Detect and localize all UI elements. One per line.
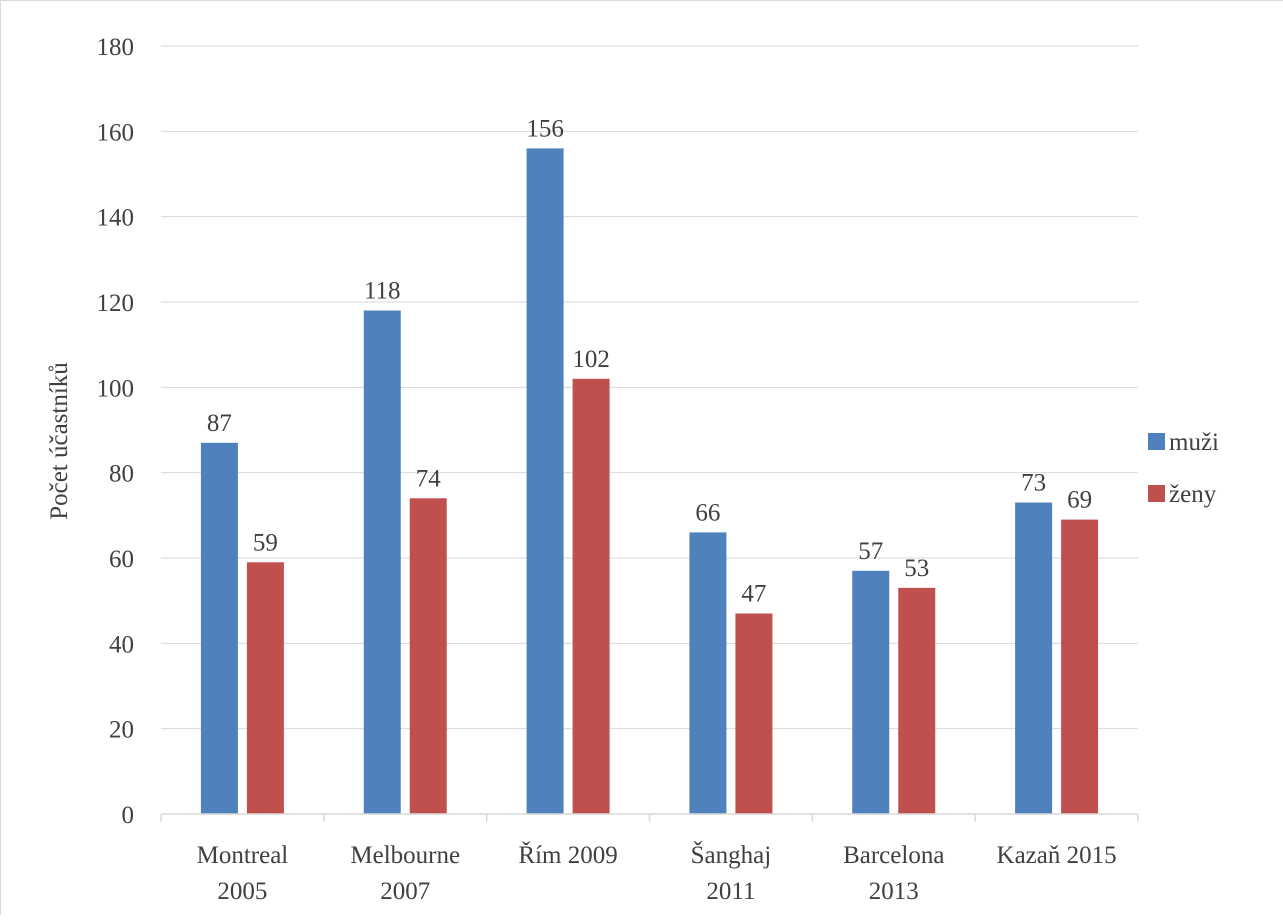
data-label: 47 <box>741 580 766 607</box>
data-label: 74 <box>416 465 442 492</box>
data-label: 66 <box>695 499 720 526</box>
bar-muzi <box>526 148 564 814</box>
y-tick-label: 40 <box>109 631 134 658</box>
x-tick-label: Kazaň 2015 <box>997 842 1117 869</box>
data-label: 69 <box>1067 487 1092 514</box>
bar-zeny <box>572 378 610 814</box>
y-tick-label: 0 <box>122 802 135 829</box>
y-tick-label: 80 <box>109 461 134 488</box>
bar-muzi <box>689 532 727 814</box>
x-tick-label: Barcelona <box>843 842 944 869</box>
data-label: 87 <box>207 410 232 437</box>
data-label: 73 <box>1021 470 1046 497</box>
x-tick-label: 2011 <box>706 878 755 905</box>
y-tick-label: 180 <box>97 34 135 61</box>
x-tick-label: 2005 <box>217 878 267 905</box>
bar-zeny <box>1061 519 1099 814</box>
x-axis: Montreal 2005 Melbourne 2007 Řím 2009 Šanghaj… <box>160 813 1139 905</box>
legend: muži ženy <box>1148 429 1219 508</box>
legend-swatch <box>1148 485 1165 502</box>
y-tick-label: 120 <box>97 290 135 317</box>
legend-label: ženy <box>1169 481 1217 508</box>
bar-zeny <box>735 613 773 814</box>
y-tick-label: 20 <box>109 717 134 744</box>
gridlines <box>161 45 1138 730</box>
data-label: 59 <box>253 529 278 556</box>
bar-muzi <box>200 442 238 814</box>
y-tick-label: 100 <box>97 375 135 402</box>
bars <box>200 148 1099 814</box>
bar-muzi <box>1015 502 1053 814</box>
data-label: 57 <box>858 538 883 565</box>
y-tick-label: 160 <box>97 119 135 146</box>
legend-swatch <box>1148 433 1165 450</box>
bar-zeny <box>409 498 447 814</box>
x-tick-label: Šanghaj <box>691 840 772 869</box>
x-tick-label: 2013 <box>869 878 919 905</box>
bar-muzi <box>852 570 890 814</box>
y-tick-label: 60 <box>109 546 134 573</box>
bar-muzi <box>363 310 401 814</box>
data-label: 156 <box>526 115 564 142</box>
bar-zeny <box>898 587 936 814</box>
data-label: 118 <box>364 278 401 305</box>
x-tick-label: Melbourne <box>350 842 460 869</box>
y-axis-title: Počet účastníků <box>46 362 73 520</box>
data-labels: 87 59 118 74 156 102 66 47 57 53 73 69 <box>207 115 1092 607</box>
data-label: 53 <box>904 555 929 582</box>
x-tick-label: Řím 2009 <box>518 841 617 869</box>
x-tick-label: 2007 <box>380 878 430 905</box>
legend-label: muži <box>1169 429 1219 456</box>
y-axis: 0 20 40 60 80 100 120 140 160 180 <box>97 34 135 829</box>
data-label: 102 <box>572 346 610 373</box>
bar-zeny <box>246 562 284 814</box>
x-tick-label: Montreal <box>197 842 289 869</box>
y-tick-label: 140 <box>97 205 135 232</box>
